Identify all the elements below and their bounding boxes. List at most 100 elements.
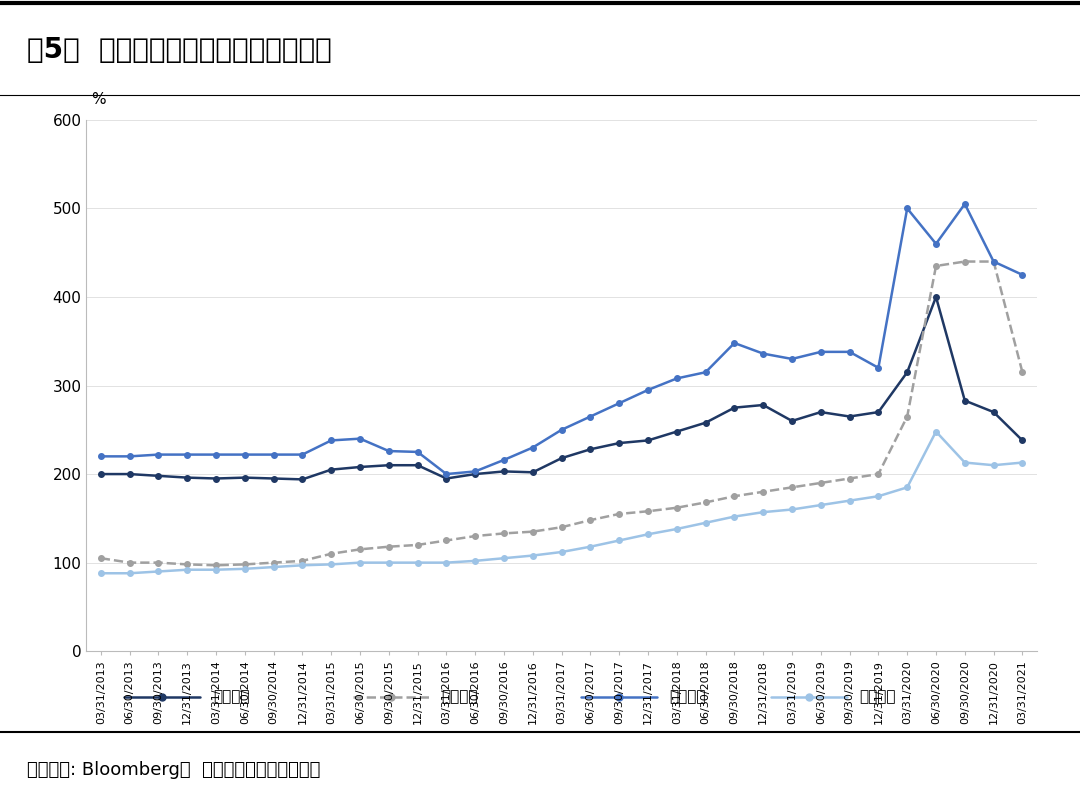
- 摩根大通: [814, 407, 827, 417]
- 富国银行: [612, 535, 625, 545]
- Text: 花旗集团: 花旗集团: [669, 690, 705, 705]
- 美国银行: [930, 261, 943, 271]
- 美国银行: [642, 507, 654, 516]
- 摩根大通: [469, 469, 482, 479]
- 美国银行: [325, 549, 338, 559]
- 花旗集团: [930, 239, 943, 248]
- 摩根大通: [958, 396, 971, 405]
- 美国银行: [757, 487, 770, 496]
- 花旗集团: [843, 347, 856, 356]
- 美国银行: [296, 556, 309, 566]
- 花旗集团: [671, 374, 684, 384]
- 花旗集团: [353, 434, 366, 443]
- 花旗集团: [296, 450, 309, 459]
- 花旗集团: [152, 450, 165, 459]
- 富国银行: [757, 507, 770, 517]
- 富国银行: [1016, 458, 1029, 467]
- 富国银行: [123, 568, 136, 578]
- 美国银行: [555, 523, 568, 532]
- 摩根大通: [210, 474, 222, 483]
- 花旗集团: [1016, 270, 1029, 280]
- 富国银行: [94, 568, 107, 578]
- 富国银行: [296, 560, 309, 570]
- 富国银行: [325, 559, 338, 569]
- 摩根大通: [382, 460, 395, 470]
- 摩根大通: [526, 467, 539, 477]
- 富国银行: [958, 458, 971, 467]
- 富国银行: [267, 562, 280, 572]
- 花旗集团: [526, 443, 539, 452]
- 富国银行: [728, 512, 741, 522]
- Text: 富国银行: 富国银行: [859, 690, 895, 705]
- 花旗集团: [872, 363, 885, 372]
- 花旗集团: [958, 199, 971, 209]
- 美国银行: [526, 527, 539, 536]
- 花旗集团: [814, 347, 827, 356]
- 摩根大通: [584, 444, 597, 454]
- 富国银行: [872, 491, 885, 501]
- 美国银行: [584, 515, 597, 525]
- 美国银行: [1016, 368, 1029, 377]
- 摩根大通: [353, 462, 366, 471]
- 富国银行: [469, 556, 482, 566]
- 美国银行: [267, 558, 280, 567]
- 摩根大通: [642, 435, 654, 445]
- 花旗集团: [642, 385, 654, 395]
- 摩根大通: [901, 368, 914, 377]
- 摩根大通: [239, 473, 252, 483]
- 花旗集团: [440, 469, 453, 479]
- 摩根大通: [180, 473, 193, 483]
- 摩根大通: [411, 460, 424, 470]
- 富国银行: [843, 496, 856, 506]
- 富国银行: [382, 558, 395, 567]
- 摩根大通: [440, 474, 453, 483]
- Line: 富国银行: 富国银行: [98, 429, 1025, 576]
- 美国银行: [469, 531, 482, 541]
- 美国银行: [353, 545, 366, 555]
- 花旗集团: [498, 455, 511, 465]
- 花旗集团: [699, 368, 712, 377]
- Line: 美国银行: 美国银行: [98, 259, 1025, 568]
- 美国银行: [210, 560, 222, 570]
- Text: 图5：  美国四大行不良贷款拨备覆盖率: 图5： 美国四大行不良贷款拨备覆盖率: [27, 36, 332, 64]
- 美国银行: [612, 509, 625, 519]
- Text: %: %: [91, 92, 106, 106]
- 摩根大通: [872, 407, 885, 417]
- 花旗集团: [210, 450, 222, 459]
- 美国银行: [843, 474, 856, 483]
- 富国银行: [239, 564, 252, 574]
- 富国银行: [814, 500, 827, 510]
- 富国银行: [671, 524, 684, 534]
- 花旗集团: [180, 450, 193, 459]
- 摩根大通: [612, 439, 625, 448]
- 富国银行: [411, 558, 424, 567]
- 美国银行: [814, 478, 827, 487]
- 摩根大通: [1016, 435, 1029, 445]
- 摩根大通: [267, 474, 280, 483]
- 美国银行: [872, 469, 885, 479]
- 花旗集团: [123, 451, 136, 461]
- 美国银行: [440, 535, 453, 545]
- 花旗集团: [785, 354, 798, 364]
- 富国银行: [498, 554, 511, 563]
- 富国银行: [180, 565, 193, 574]
- 美国银行: [239, 559, 252, 569]
- 美国银行: [152, 558, 165, 567]
- Line: 花旗集团: 花旗集团: [98, 201, 1025, 477]
- 美国银行: [411, 540, 424, 550]
- 富国银行: [210, 565, 222, 574]
- 摩根大通: [699, 418, 712, 427]
- Text: 美国银行: 美国银行: [441, 690, 477, 705]
- 富国银行: [353, 558, 366, 567]
- 摩根大通: [930, 292, 943, 302]
- 花旗集团: [94, 451, 107, 461]
- 美国银行: [728, 491, 741, 501]
- 富国银行: [699, 518, 712, 527]
- Text: 摩根大通: 摩根大通: [213, 690, 249, 705]
- 摩根大通: [785, 416, 798, 426]
- 富国银行: [642, 530, 654, 539]
- 富国银行: [152, 566, 165, 576]
- 花旗集团: [987, 256, 1000, 266]
- 花旗集团: [584, 411, 597, 421]
- 花旗集团: [239, 450, 252, 459]
